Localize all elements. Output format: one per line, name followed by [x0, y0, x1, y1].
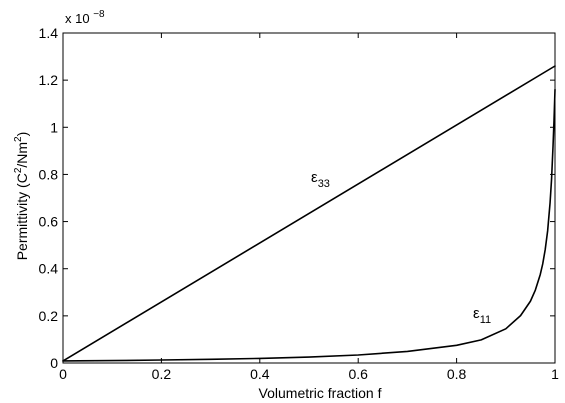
y-tick-label: 0.2	[39, 308, 59, 324]
x-tick-label: 0.6	[348, 366, 368, 382]
y-tick-label: 1.4	[39, 25, 59, 41]
axes-box	[62, 32, 556, 364]
plot-series-group	[62, 65, 556, 362]
y-tick-label: 0.4	[39, 261, 59, 277]
y-axis-multiplier: x 10 −8	[65, 9, 105, 26]
y-tick-label: 1.2	[39, 72, 59, 88]
x-tick-label: 0.2	[152, 366, 172, 382]
x-tick-label: 0.8	[447, 366, 467, 382]
series-line-33	[62, 65, 556, 362]
x-axis-label: Volumetric fraction f	[259, 385, 382, 401]
series-line-11	[62, 88, 556, 362]
x-axis-ticks: 0 0.2 0.4 0.6 0.8 1	[59, 33, 559, 382]
series-label-eps33: ε33	[311, 169, 330, 190]
x-tick-label: 0	[59, 366, 67, 382]
y-axis-label: Permittivity (C2/Nm2)	[13, 132, 30, 261]
y-axis-ticks: 0 0.2 0.4 0.6 0.8 1 1.2 1.4	[39, 25, 555, 371]
y-tick-label: 0	[50, 355, 58, 371]
x-tick-label: 0.4	[250, 366, 270, 382]
y-tick-label: 0.6	[39, 214, 59, 230]
series-label-eps11: ε11	[473, 305, 491, 326]
y-tick-label: 0.8	[39, 166, 59, 182]
y-tick-label: 1	[50, 119, 58, 135]
x-tick-label: 1	[551, 366, 559, 382]
axes-frame	[62, 32, 556, 364]
